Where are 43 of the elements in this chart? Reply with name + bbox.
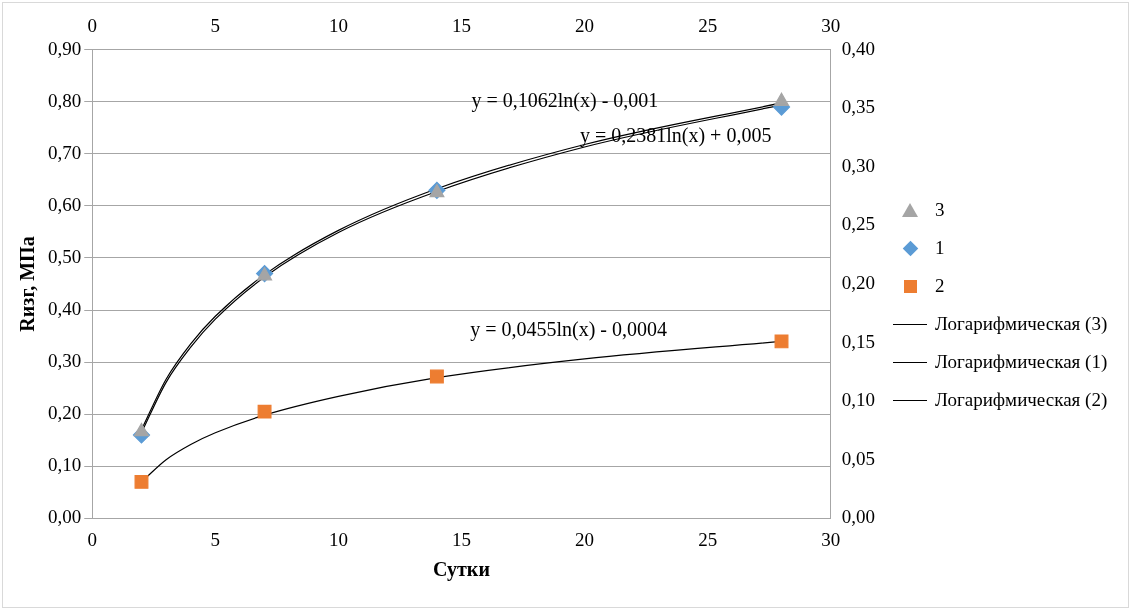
y-tick-label: 0,90 [48, 37, 82, 59]
x2-tick-label: 10 [328, 15, 348, 37]
legend-label: Логарифмическая (2) [935, 389, 1108, 411]
legend-label: 3 [935, 199, 945, 221]
x-tick-label: 30 [821, 528, 841, 550]
y-tick-label: 0,60 [48, 193, 82, 215]
y-tick-label: 0,80 [48, 89, 82, 111]
x-tick-label: 10 [328, 528, 348, 550]
y2-tick-label: 0,00 [841, 506, 875, 528]
y-axis-title: Rизг, МПа [16, 236, 39, 332]
y2-tick-label: 0,20 [841, 271, 875, 293]
legend-label: Логарифмическая (1) [935, 351, 1108, 373]
x2-tick-label: 20 [575, 15, 595, 37]
legend-label: Логарифмическая (3) [935, 313, 1108, 335]
x-axis-title: Сутки [433, 558, 490, 582]
y-tick-label: 0,20 [48, 402, 82, 424]
y2-tick-label: 0,05 [841, 447, 875, 469]
x2-tick-label: 5 [210, 15, 221, 37]
legend-label: 2 [935, 275, 945, 297]
y2-tick-label: 0,15 [841, 330, 875, 352]
y-tick-label: 0,70 [48, 141, 82, 163]
x2-tick-label: 25 [698, 15, 718, 37]
x-tick-label: 25 [698, 528, 718, 550]
x2-tick-label: 0 [87, 15, 97, 37]
y2-tick-label: 0,40 [841, 37, 875, 59]
annotation: y = 0,0455ln(x) - 0,0004 [470, 318, 667, 342]
x-tick-label: 0 [87, 528, 97, 550]
y2-tick-label: 0,35 [841, 96, 875, 118]
x-tick-label: 15 [452, 528, 471, 550]
x-tick-label: 5 [210, 528, 221, 550]
legend-label: 1 [935, 237, 945, 259]
x2-tick-label: 30 [821, 15, 841, 37]
annotation: y = 0,1062ln(x) - 0,001 [471, 88, 659, 112]
y2-tick-label: 0,30 [841, 154, 875, 176]
y-tick-label: 0,10 [48, 454, 82, 476]
y2-tick-label: 0,25 [841, 213, 875, 235]
y-tick-label: 0,40 [48, 298, 82, 320]
y-tick-label: 0,50 [48, 245, 82, 267]
x-tick-label: 20 [575, 528, 595, 550]
y-tick-label: 0,30 [48, 350, 82, 372]
y-tick-label: 0,00 [48, 506, 82, 528]
y2-tick-label: 0,10 [841, 389, 875, 411]
x2-tick-label: 15 [452, 15, 471, 37]
